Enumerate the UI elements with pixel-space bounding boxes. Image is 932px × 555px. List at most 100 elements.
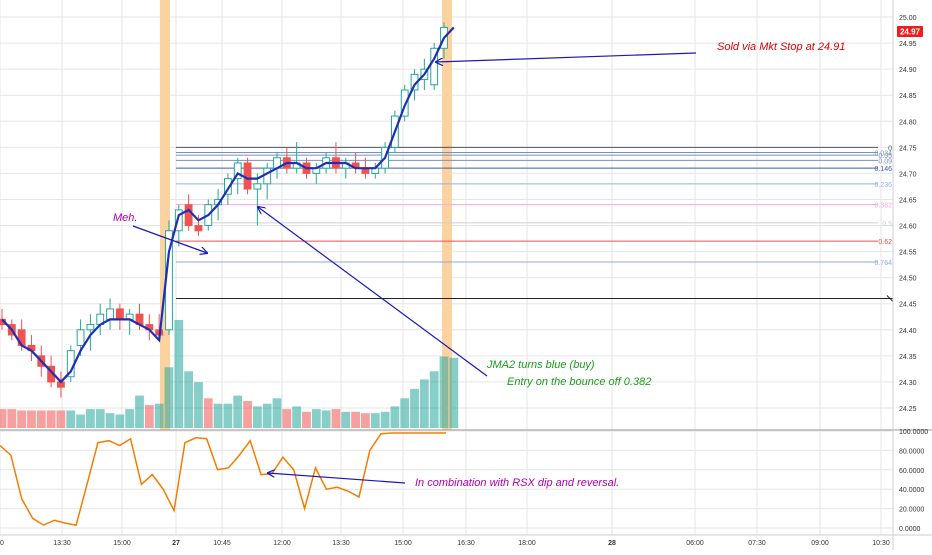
volume-bar (203, 398, 213, 428)
arrows (132, 52, 697, 484)
time-tick-label: 12:00 (273, 540, 291, 547)
price-tick-label: 24.65 (899, 197, 917, 204)
candle-up (430, 47, 439, 86)
session-highlights (160, 0, 452, 430)
time-tick-label: 06:00 (686, 540, 704, 547)
fib-label: 0.146 (874, 166, 892, 173)
candle-up (233, 162, 242, 180)
volume-bar (233, 395, 243, 428)
fib-label: 0.05 (878, 153, 892, 160)
price-tick-label: 24.45 (899, 302, 917, 309)
volume-bar (125, 409, 135, 428)
volume-bar (154, 403, 164, 428)
price-badge: 24.97 (897, 26, 923, 37)
volume-bar (105, 413, 115, 428)
rsx-tick-label: 80.0000 (899, 448, 924, 455)
jma-line (1, 26, 455, 384)
candle-up (253, 183, 262, 190)
volume-bar (56, 410, 66, 428)
candle-up (224, 178, 232, 195)
annotation-meh: Meh. (113, 212, 137, 224)
candle-down (194, 225, 203, 232)
time-axis[interactable]: 00 13:30 15:00 27 10:45 12:00 13:30 15:00 16:30 1… (0, 540, 890, 547)
volume-bar (0, 409, 7, 428)
volume-bar (341, 411, 351, 428)
fib-label: 0.764 (874, 260, 892, 267)
time-tick-label: 09:00 (811, 540, 829, 547)
volume-bar (429, 371, 439, 428)
fib-label: 0.034 (874, 151, 892, 158)
price-tick-label: 24.50 (899, 276, 917, 283)
volume-bar (27, 410, 36, 428)
price-tick-label: 24.75 (899, 145, 917, 152)
price-tick-label: 24.70 (899, 171, 917, 178)
volume-bar (449, 357, 459, 428)
arrow-meh (132, 225, 207, 253)
fib-label: 0.5 (882, 221, 892, 228)
candle-down (115, 308, 124, 320)
fib-label: 0.382 (874, 203, 892, 210)
rsx-tick-label: 60.0000 (899, 468, 924, 475)
price-tick-label: 24.35 (899, 354, 917, 361)
volume-bar (390, 406, 400, 428)
time-tick-label: 18:00 (518, 540, 536, 547)
volume-bar (85, 409, 95, 428)
rsx-axis[interactable]: 100.0000 80.0000 60.0000 40.0000 20.0000 0.00… (899, 429, 928, 533)
price-tick-label: 24.85 (899, 93, 917, 100)
price-tick-label: 24.95 (899, 41, 917, 48)
volume-bar (17, 410, 27, 428)
fib-label: 0.62 (878, 239, 892, 246)
candle-up (174, 209, 183, 232)
time-tick-label: 10:45 (213, 540, 231, 547)
price-tick-label: 24.30 (899, 380, 917, 387)
rsx-tick-label: 0.0000 (899, 526, 921, 533)
arrow-rsx (268, 473, 406, 484)
candlesticks (0, 22, 448, 398)
price-tick-label: 25.00 (899, 15, 917, 22)
arrow-entry (258, 207, 488, 377)
volume-bar (144, 405, 154, 428)
volume-bar (36, 410, 46, 428)
volume-bar (95, 409, 105, 428)
volume-bar (419, 379, 429, 428)
volume-bar (361, 413, 370, 428)
volume-bar (410, 388, 419, 428)
volume-bar (184, 371, 194, 428)
candle-up (86, 324, 95, 331)
volume-bar (7, 409, 17, 428)
volume-bar (311, 409, 321, 428)
time-tick-label: 07:30 (748, 540, 766, 547)
candle-down (184, 204, 193, 227)
annotation-entry: Entry on the bounce off 0.382 (507, 376, 651, 388)
volume-bar (331, 409, 341, 428)
volume-bar (252, 406, 262, 428)
volume-bar (272, 398, 282, 428)
time-tick-label: 15:00 (394, 540, 412, 547)
rsx-line (0, 432, 446, 526)
candle-up (76, 329, 85, 346)
volume-bar (76, 414, 85, 428)
price-tick-label: 24.60 (899, 224, 917, 231)
fib-anchor-tick (886, 295, 894, 302)
volume-bar (46, 410, 56, 428)
rsx-tick-label: 40.0000 (899, 487, 924, 494)
annotation-jma2: JMA2 turns blue (buy) (486, 359, 595, 371)
rsx-tick-label: 20.0000 (899, 507, 924, 514)
time-tick-label: 28 (608, 540, 616, 547)
fib-label: 0.236 (874, 182, 892, 189)
volume-bar (243, 401, 252, 428)
price-tick-label: 24.90 (899, 67, 917, 74)
price-tick-label: 24.40 (899, 328, 917, 335)
volume-bar (135, 395, 144, 428)
candle-up (263, 167, 272, 185)
volume-bar (380, 411, 390, 428)
volume-bar (174, 320, 184, 428)
volume-bar (282, 409, 292, 428)
time-tick-label: 13:30 (53, 540, 71, 547)
volume-bar (292, 406, 302, 428)
price-axis[interactable]: 25.00 24.95 24.90 24.85 24.80 24.75 24.70 24.65… (899, 15, 917, 413)
fib-label: 0 (888, 145, 892, 152)
volume-bar (262, 403, 272, 428)
volume-bar (351, 411, 361, 428)
